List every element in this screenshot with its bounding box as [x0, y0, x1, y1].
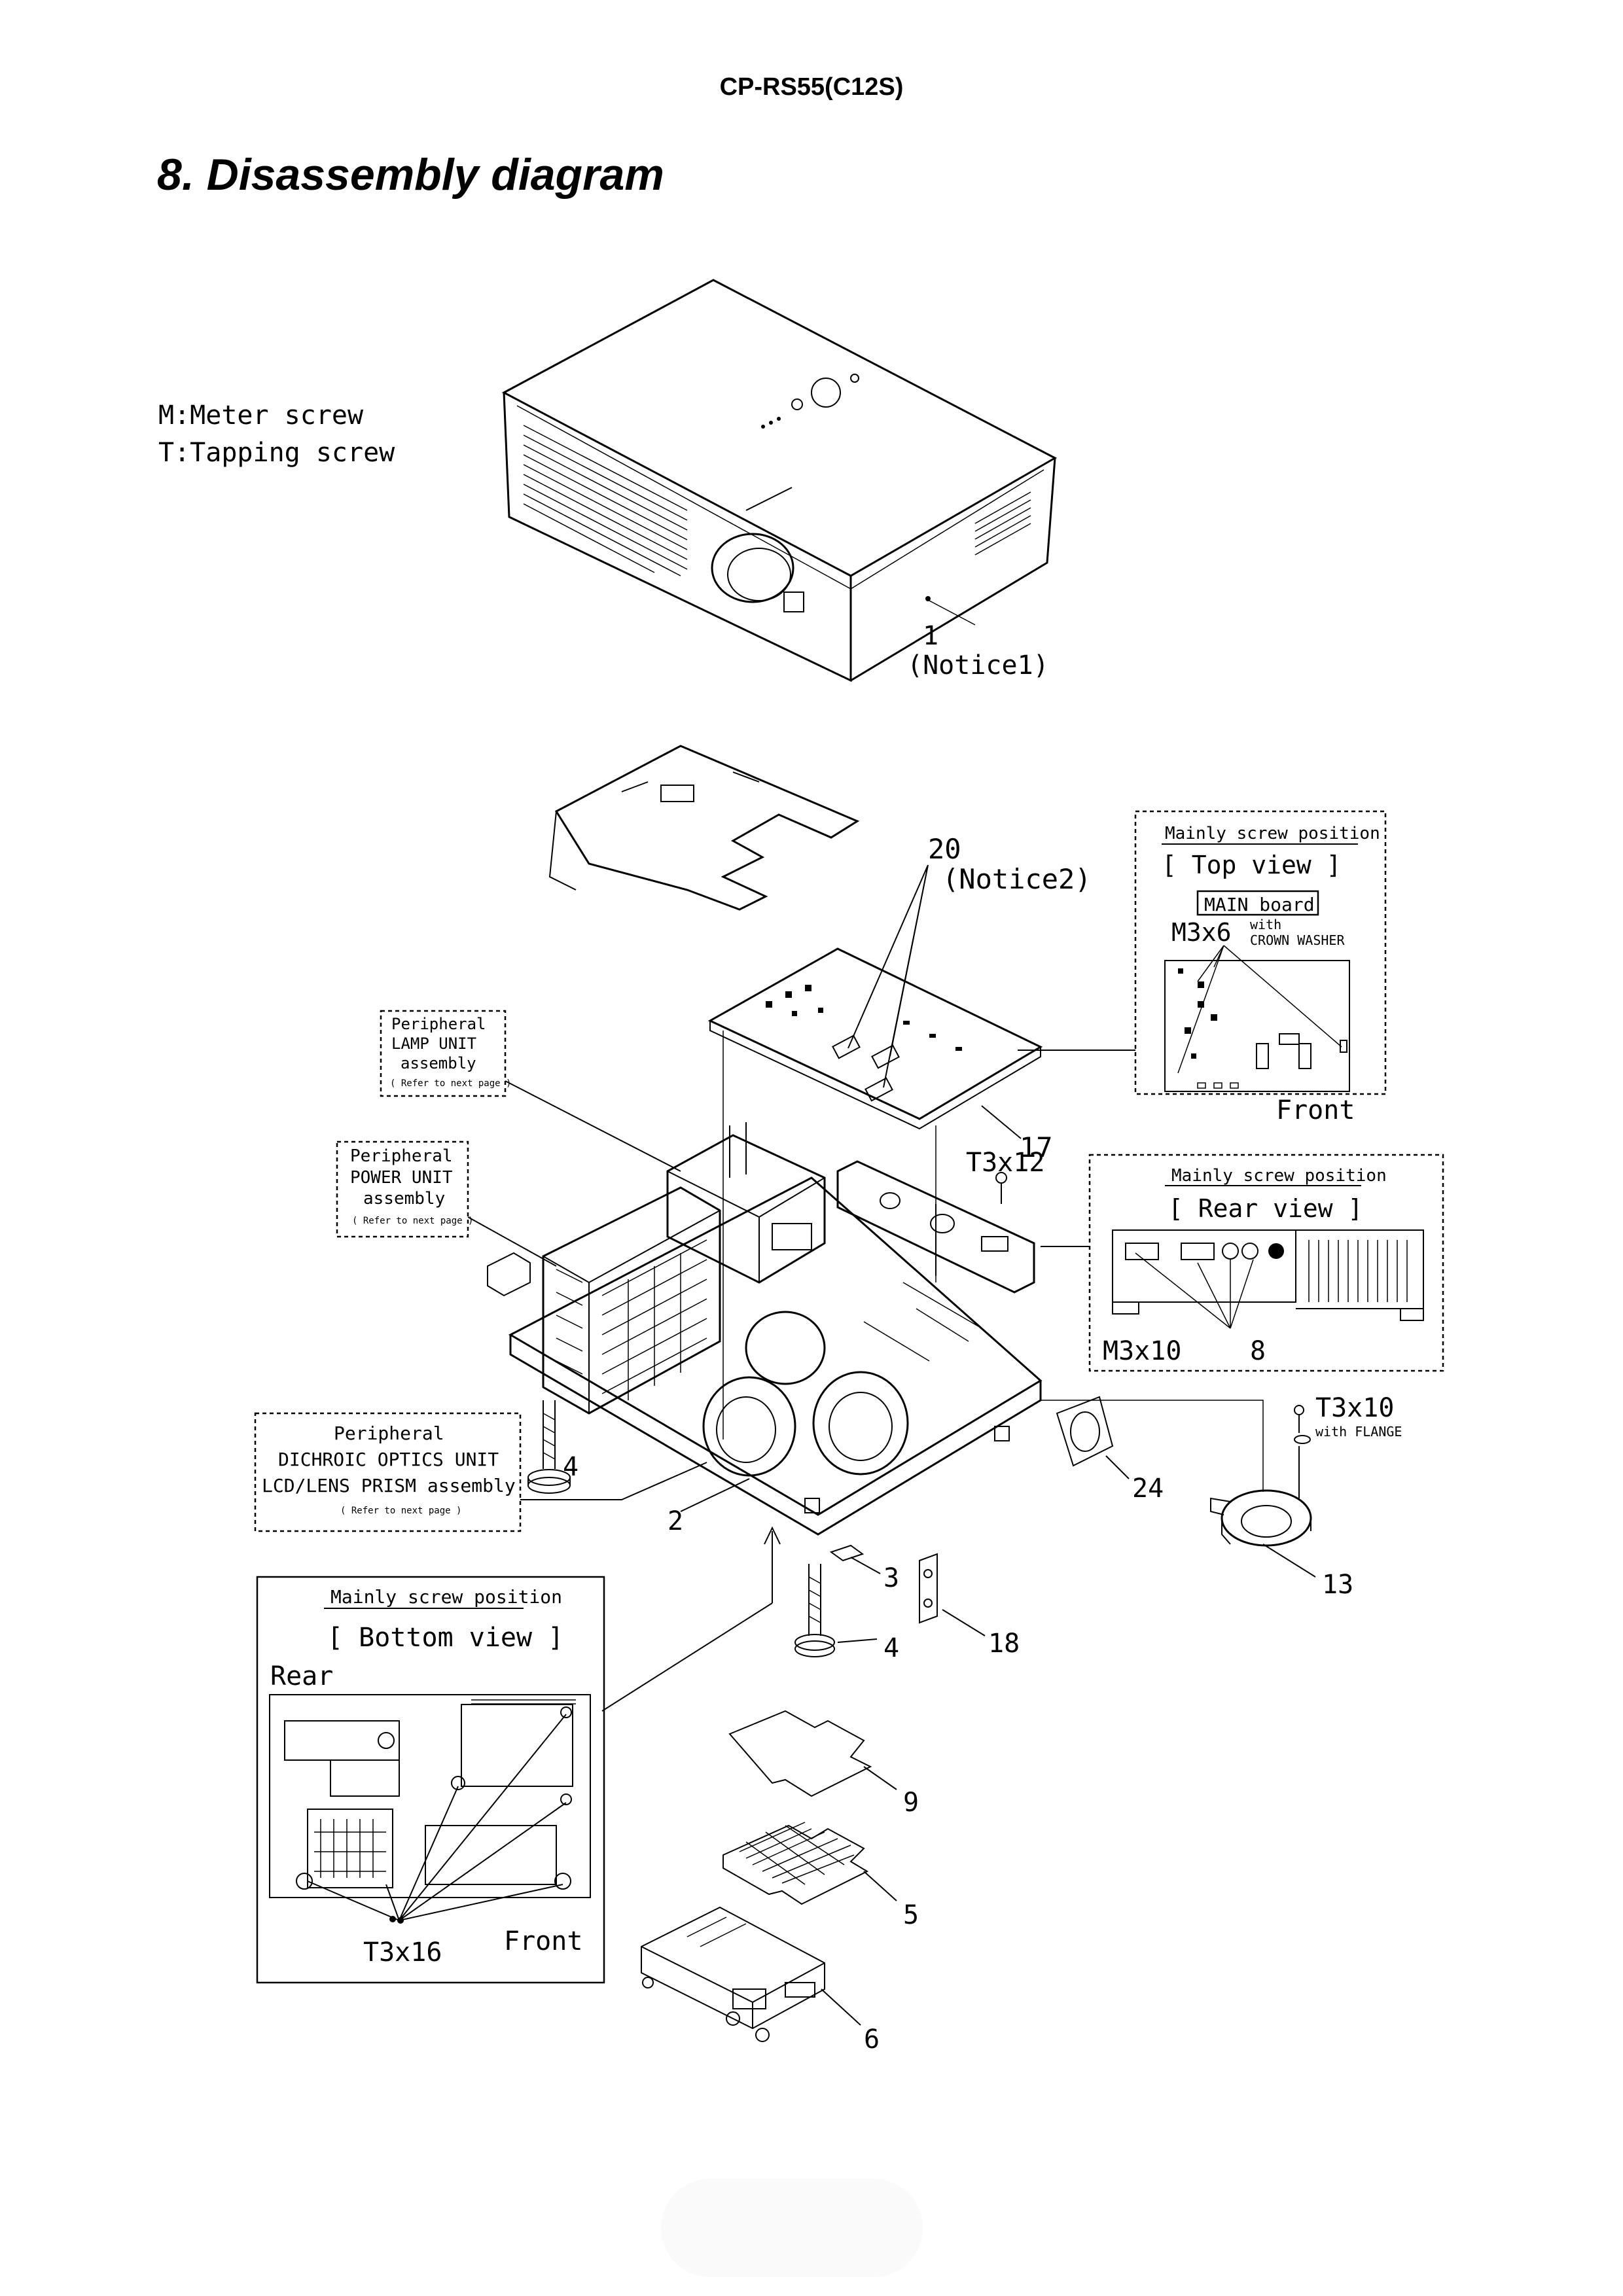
- power-box-l4: ( Refer to next page ): [352, 1216, 473, 1226]
- part-3-pad: [829, 1544, 865, 1562]
- legend-tapping-screw: T:Tapping screw: [158, 438, 395, 468]
- callout-3: 3: [883, 1563, 899, 1593]
- power-box-l2: POWER UNIT: [350, 1168, 453, 1188]
- callout-notice1: (Notice1): [907, 650, 1049, 680]
- legend-meter-screw: M:Meter screw: [158, 400, 364, 431]
- adjuster-foot-right: [794, 1564, 835, 1657]
- lamp-box-l4: ( Refer to next page ): [390, 1078, 511, 1089]
- part-5-filter: [722, 1822, 869, 1905]
- callout-flange: with FLANGE: [1315, 1424, 1402, 1439]
- bottom-view-box: Mainly screw position [ Bottom view ] Re…: [256, 1576, 605, 1984]
- top-view-label: [ Top view ]: [1162, 851, 1342, 879]
- callout-13: 13: [1322, 1570, 1353, 1600]
- bottom-view-title: Mainly screw position: [330, 1586, 562, 1608]
- bottom-view-screw: T3x16: [363, 1937, 442, 1968]
- section-title: 8. Disassembly diagram: [157, 150, 664, 200]
- callout-4b: 4: [883, 1633, 899, 1663]
- optics-box-l1: Peripheral: [334, 1422, 444, 1444]
- bottom-view-label: [ Bottom view ]: [327, 1623, 563, 1653]
- callout-4a: 4: [563, 1452, 579, 1482]
- lamp-box-l1: Peripheral: [391, 1015, 486, 1033]
- optics-box-l2: DICHROIC OPTICS UNIT: [278, 1449, 499, 1470]
- bottom-view-rear: Rear: [270, 1661, 333, 1691]
- callout-20: 20: [928, 833, 961, 865]
- top-view-title: Mainly screw position: [1165, 824, 1380, 843]
- callout-t3x12: T3x12: [966, 1148, 1044, 1178]
- bottom-view-front: Front: [504, 1926, 582, 1956]
- lamp-box-l2: LAMP UNIT: [391, 1034, 476, 1053]
- callout-24: 24: [1132, 1474, 1164, 1504]
- lamp-unit-box: Peripheral LAMP UNIT assembly ( Refer to…: [380, 1010, 511, 1097]
- power-box-l1: Peripheral: [350, 1146, 453, 1166]
- rear-view-title: Mainly screw position: [1171, 1166, 1387, 1186]
- top-view-screw: M3x6: [1171, 918, 1232, 947]
- optics-box-l4: ( Refer to next page ): [340, 1506, 461, 1516]
- top-view-washer-with: with: [1250, 917, 1281, 932]
- screw-t3x10: [1294, 1405, 1311, 1444]
- callout-9: 9: [903, 1788, 919, 1818]
- callout-17: 17: [1020, 1131, 1053, 1163]
- part-6-power-board: [641, 1906, 825, 2042]
- small-bracket-left: [487, 1252, 531, 1297]
- top-view-box: Mainly screw position [ Top view ] MAIN …: [1134, 810, 1387, 1125]
- power-box-l3: assembly: [363, 1189, 445, 1209]
- rear-view-label: [ Rear view ]: [1168, 1194, 1363, 1223]
- callout-1: 1: [923, 621, 938, 651]
- callout-t3x10: T3x10: [1315, 1393, 1394, 1423]
- adjuster-foot-left: [527, 1400, 571, 1494]
- power-unit-box: Peripheral POWER UNIT assembly ( Refer t…: [336, 1140, 473, 1238]
- callout-18: 18: [988, 1629, 1020, 1659]
- rear-view-screw: M3x10: [1103, 1336, 1181, 1366]
- callout-notice2: (Notice2): [942, 863, 1092, 895]
- part-24-filter-cover: [1056, 1396, 1114, 1467]
- projector-top-cover: [501, 279, 1058, 682]
- lamp-box-l3: assembly: [401, 1054, 476, 1072]
- top-shield-plate: [548, 745, 860, 911]
- part-18-bracket: [919, 1553, 938, 1624]
- rear-view-callout-8: 8: [1250, 1336, 1266, 1366]
- screw-t3x12: [995, 1172, 1007, 1204]
- top-view-board: MAIN board: [1204, 894, 1315, 915]
- page-header-model: CP-RS55(C12S): [719, 73, 904, 101]
- top-view-washer: CROWN WASHER: [1250, 932, 1345, 948]
- rear-view-box: Mainly screw position [ Rear view ] M3x1…: [1088, 1154, 1444, 1372]
- callout-5: 5: [903, 1900, 919, 1930]
- optics-box-l3: LCD/LENS PRISM assembly: [262, 1475, 516, 1496]
- callout-6: 6: [864, 2024, 880, 2055]
- optics-unit-box: Peripheral DICHROIC OPTICS UNIT LCD/LENS…: [254, 1412, 522, 1532]
- part-13-cover: [1210, 1489, 1312, 1547]
- main-board: [707, 947, 1043, 1130]
- part-9-cover: [728, 1710, 872, 1797]
- main-chassis-assembly: [508, 1122, 1043, 1536]
- page-number-placeholder: [661, 2179, 923, 2277]
- top-view-front: Front: [1276, 1095, 1355, 1125]
